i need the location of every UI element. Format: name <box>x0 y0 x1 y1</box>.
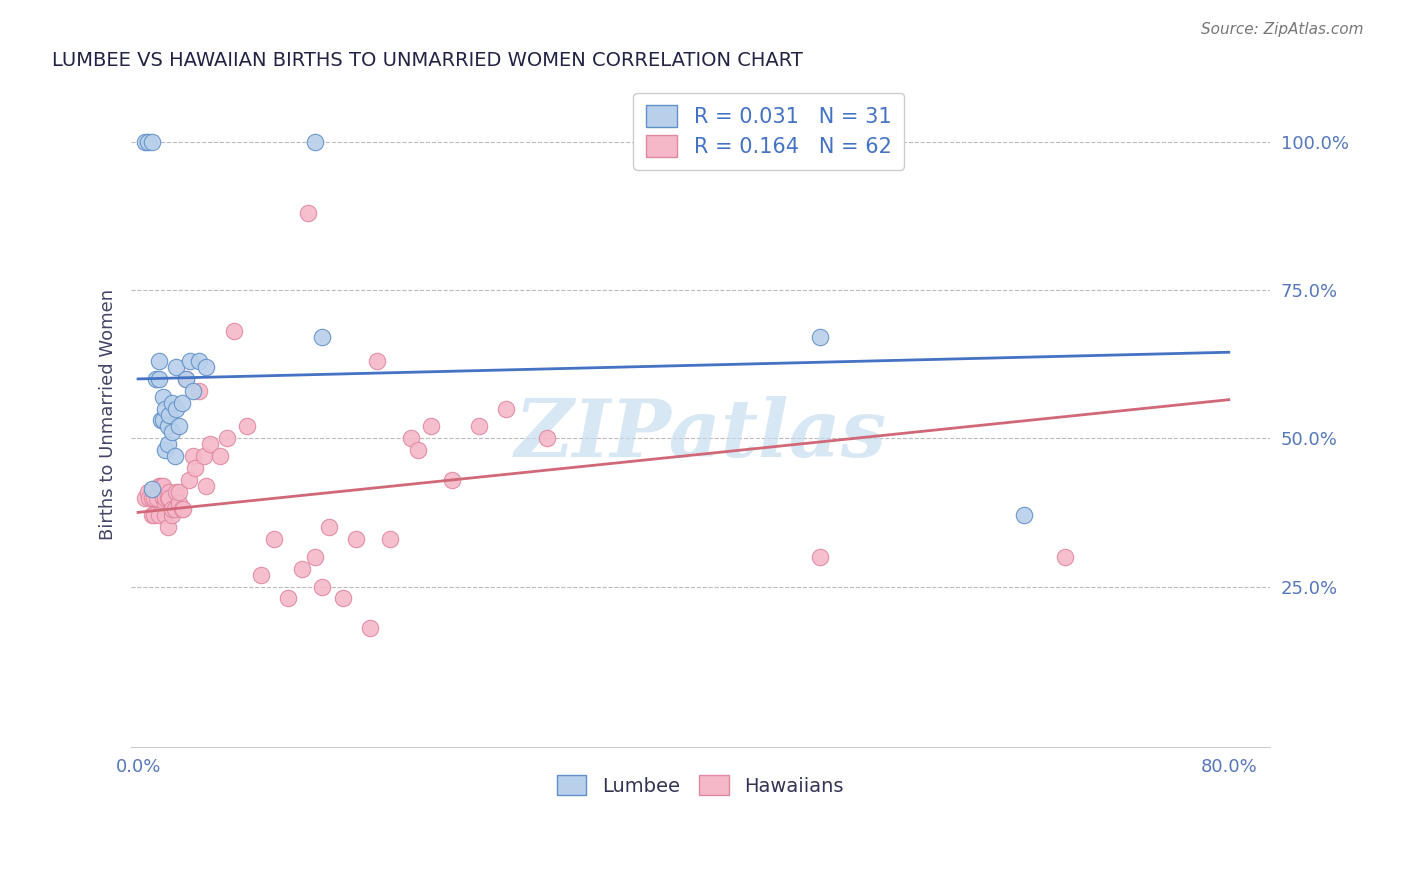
Point <box>406 443 429 458</box>
Point <box>380 532 402 546</box>
Point <box>150 478 173 492</box>
Point <box>136 135 159 149</box>
Point <box>155 508 177 523</box>
Point <box>143 491 166 505</box>
Point <box>304 135 326 149</box>
Point <box>167 496 190 510</box>
Point <box>157 437 180 451</box>
Point <box>150 413 173 427</box>
Point <box>366 354 388 368</box>
Point <box>188 384 211 398</box>
Point <box>165 484 187 499</box>
Point <box>249 567 271 582</box>
Point <box>236 419 259 434</box>
Point <box>263 532 285 546</box>
Point <box>808 330 831 344</box>
Point <box>134 491 156 505</box>
Point <box>359 621 381 635</box>
Point <box>165 401 187 416</box>
Point <box>297 206 319 220</box>
Text: ZIPatlas: ZIPatlas <box>515 396 887 473</box>
Point <box>159 484 181 499</box>
Point <box>160 508 183 523</box>
Point <box>181 384 204 398</box>
Point <box>468 419 491 434</box>
Point <box>159 491 181 505</box>
Point <box>332 591 354 606</box>
Point <box>163 502 186 516</box>
Legend: Lumbee, Hawaiians: Lumbee, Hawaiians <box>550 767 852 804</box>
Point <box>152 478 174 492</box>
Point <box>495 401 517 416</box>
Point <box>311 330 333 344</box>
Point <box>163 449 186 463</box>
Point <box>195 478 218 492</box>
Point <box>141 135 163 149</box>
Point <box>146 491 169 505</box>
Text: Source: ZipAtlas.com: Source: ZipAtlas.com <box>1201 22 1364 37</box>
Point <box>152 413 174 427</box>
Point <box>134 135 156 149</box>
Point <box>200 437 222 451</box>
Point <box>167 484 190 499</box>
Point <box>222 325 245 339</box>
Point <box>155 401 177 416</box>
Point <box>148 478 170 492</box>
Point <box>155 496 177 510</box>
Point <box>170 502 193 516</box>
Point <box>157 520 180 534</box>
Point <box>148 508 170 523</box>
Point <box>440 473 463 487</box>
Point <box>160 425 183 440</box>
Point <box>208 449 231 463</box>
Point <box>179 354 201 368</box>
Point <box>152 390 174 404</box>
Point <box>215 431 238 445</box>
Point <box>291 562 314 576</box>
Point <box>157 419 180 434</box>
Point <box>318 520 340 534</box>
Point <box>167 419 190 434</box>
Point <box>177 473 200 487</box>
Point <box>536 431 558 445</box>
Y-axis label: Births to Unmarried Women: Births to Unmarried Women <box>100 289 117 540</box>
Point <box>155 491 177 505</box>
Point <box>160 502 183 516</box>
Point <box>193 449 215 463</box>
Point <box>277 591 299 606</box>
Point <box>152 491 174 505</box>
Point <box>165 360 187 375</box>
Point <box>1054 549 1077 564</box>
Point <box>311 580 333 594</box>
Point <box>141 491 163 505</box>
Point <box>181 449 204 463</box>
Point <box>170 395 193 409</box>
Point <box>172 502 194 516</box>
Point <box>174 372 197 386</box>
Point <box>143 508 166 523</box>
Point <box>1014 508 1036 523</box>
Point <box>188 354 211 368</box>
Point <box>808 549 831 564</box>
Point <box>136 484 159 499</box>
Point <box>399 431 422 445</box>
Point <box>344 532 367 546</box>
Point <box>184 461 207 475</box>
Point <box>148 372 170 386</box>
Point <box>141 508 163 523</box>
Point <box>155 443 177 458</box>
Text: LUMBEE VS HAWAIIAN BIRTHS TO UNMARRIED WOMEN CORRELATION CHART: LUMBEE VS HAWAIIAN BIRTHS TO UNMARRIED W… <box>52 51 803 70</box>
Point <box>138 491 160 505</box>
Point <box>304 549 326 564</box>
Point <box>145 372 167 386</box>
Point <box>195 360 218 375</box>
Point <box>160 395 183 409</box>
Point <box>148 354 170 368</box>
Point <box>174 372 197 386</box>
Point <box>141 482 163 496</box>
Point <box>157 491 180 505</box>
Point <box>159 408 181 422</box>
Point <box>420 419 443 434</box>
